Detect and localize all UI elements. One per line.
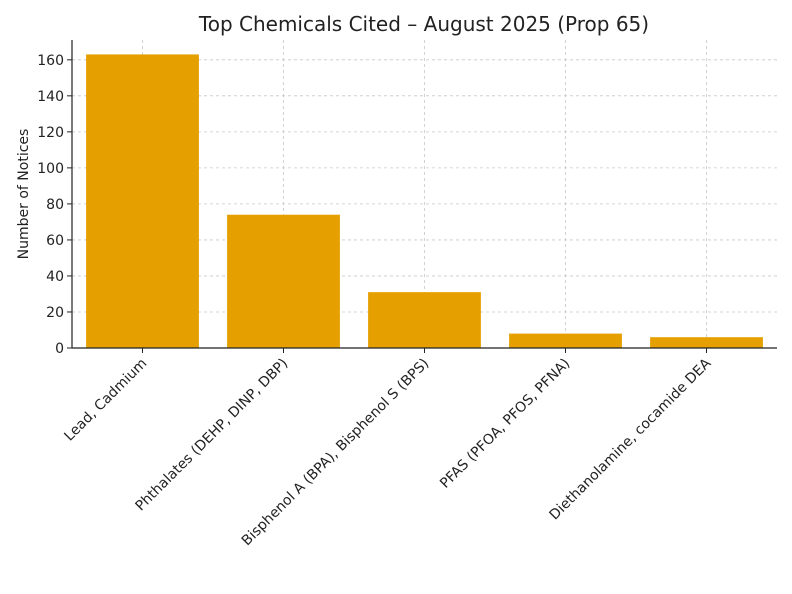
x-tick-label: Phthalates (DEHP, DINP, DBP) xyxy=(133,356,292,515)
y-tick-label: 20 xyxy=(46,305,64,321)
bar xyxy=(650,337,763,348)
y-tick-label: 140 xyxy=(37,89,64,105)
x-tick-label: Diethanolamine, cocamide DEA xyxy=(547,355,715,523)
x-tick-label: PFAS (PFOA, PFOS, PFNA) xyxy=(437,356,573,492)
y-axis-label: Number of Notices xyxy=(16,129,32,260)
y-tick-label: 60 xyxy=(46,233,64,249)
bars xyxy=(86,54,763,348)
y-tick-label: 100 xyxy=(37,161,64,177)
bar xyxy=(368,292,481,348)
y-tick-label: 0 xyxy=(55,341,64,357)
y-ticks: 0 20 40 60 80 100 120 140 160 xyxy=(37,53,72,357)
bar xyxy=(227,214,340,348)
y-tick-label: 40 xyxy=(46,269,64,285)
y-tick-label: 120 xyxy=(37,125,64,141)
bar xyxy=(509,333,622,348)
bar xyxy=(86,54,199,348)
x-tick-label: Lead, Cadmium xyxy=(61,356,150,445)
chart-title: Top Chemicals Cited – August 2025 (Prop … xyxy=(198,12,649,36)
y-tick-label: 160 xyxy=(37,53,64,69)
y-tick-label: 80 xyxy=(46,197,64,213)
